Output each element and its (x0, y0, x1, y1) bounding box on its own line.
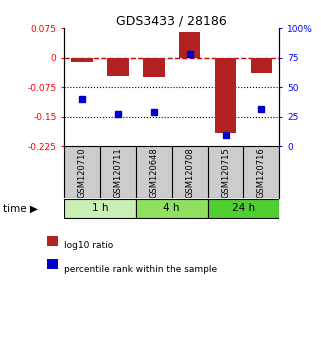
Bar (215, 58, 236, 132)
Title: GDS3433 / 28186: GDS3433 / 28186 (116, 14, 227, 27)
Text: time ▶: time ▶ (3, 204, 38, 214)
Bar (107, 58, 129, 75)
FancyBboxPatch shape (136, 199, 208, 218)
Bar (143, 58, 165, 78)
Text: 24 h: 24 h (232, 203, 255, 213)
Bar (251, 58, 272, 73)
Text: 1 h: 1 h (92, 203, 108, 213)
Text: 4 h: 4 h (163, 203, 180, 213)
Bar (71, 58, 93, 62)
Text: GSM120715: GSM120715 (221, 147, 230, 198)
FancyBboxPatch shape (208, 199, 279, 218)
Text: GSM120716: GSM120716 (257, 147, 266, 198)
FancyBboxPatch shape (64, 199, 136, 218)
Text: log10 ratio: log10 ratio (64, 241, 113, 250)
Text: GSM120711: GSM120711 (113, 147, 123, 198)
Text: GSM120708: GSM120708 (185, 147, 194, 198)
Text: GSM120648: GSM120648 (149, 147, 158, 198)
Text: percentile rank within the sample: percentile rank within the sample (64, 266, 217, 274)
Bar (179, 32, 200, 58)
Text: GSM120710: GSM120710 (78, 147, 87, 198)
